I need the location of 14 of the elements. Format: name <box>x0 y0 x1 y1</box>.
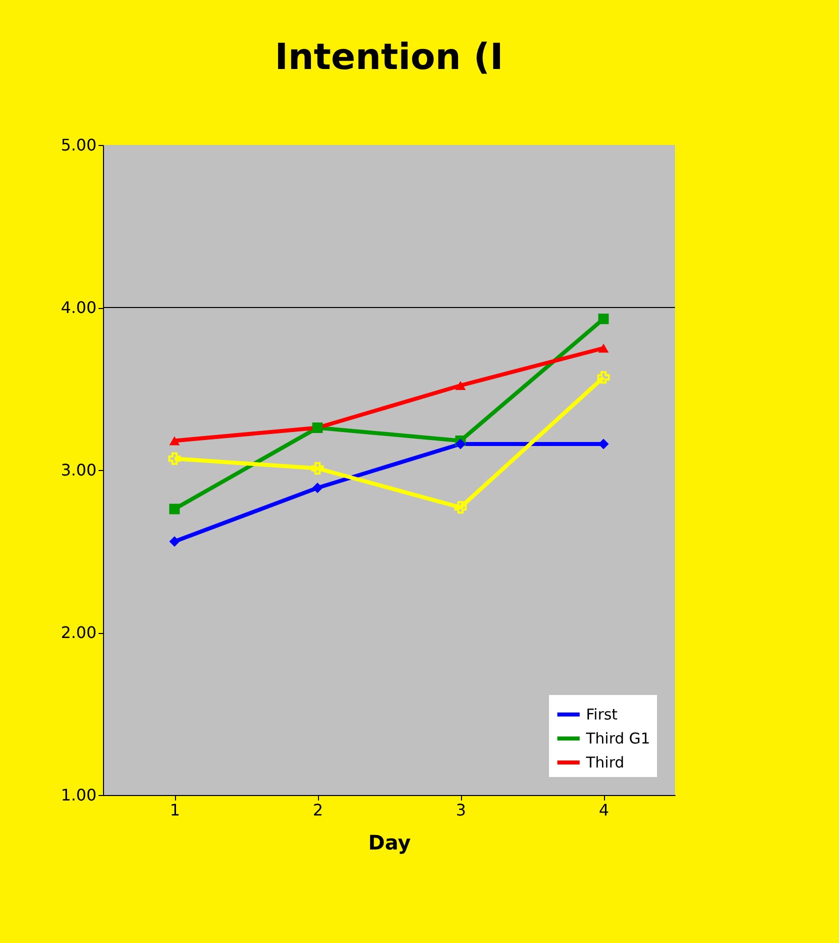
y-tick-label: 1.00 <box>60 786 96 804</box>
x-tick-label: 1 <box>170 800 180 820</box>
legend-label: Third <box>585 754 624 772</box>
y-tick-label: 5.00 <box>60 136 96 154</box>
x-tick-label: 3 <box>456 800 466 820</box>
x-axis-title: Day <box>368 830 411 854</box>
legend-label: First <box>586 706 618 724</box>
y-tick-label: 3.00 <box>60 460 96 480</box>
chart-title: Intention (I <box>274 37 504 78</box>
x-tick-label: 2 <box>312 800 324 820</box>
legend-label: Third G1 <box>585 730 650 748</box>
x-tick-label: 4 <box>598 800 610 820</box>
y-tick-label: 4.00 <box>60 298 96 317</box>
y-tick-label: 2.00 <box>60 623 96 642</box>
